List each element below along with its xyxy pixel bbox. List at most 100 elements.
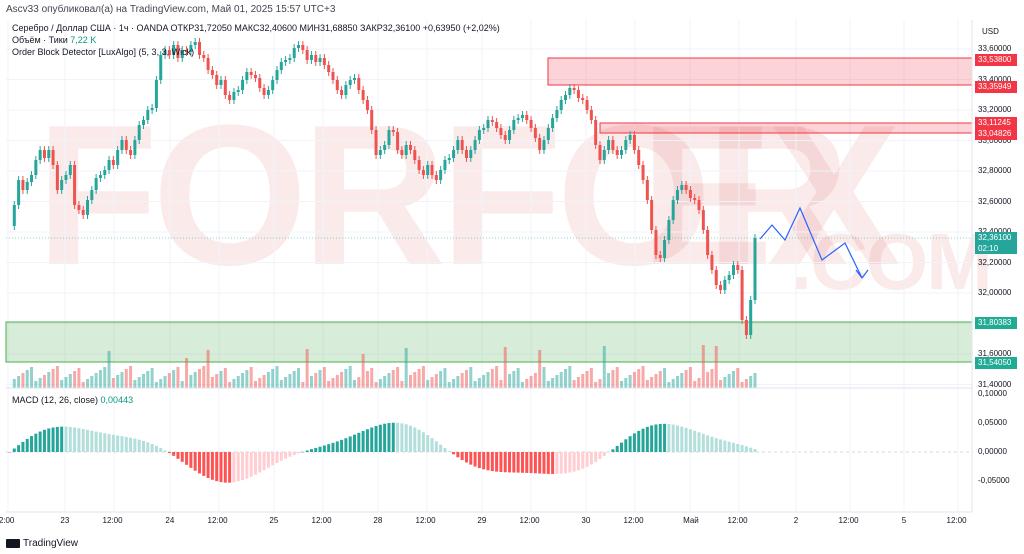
volume-bar bbox=[245, 370, 249, 388]
candle-body bbox=[202, 55, 206, 58]
candle-body bbox=[637, 150, 641, 165]
volume-bar bbox=[628, 375, 632, 388]
candle-body bbox=[452, 150, 456, 158]
candle-body bbox=[331, 72, 335, 80]
volume-bar bbox=[68, 374, 72, 388]
volume-bar bbox=[645, 380, 649, 388]
candle-body bbox=[51, 150, 55, 165]
macd-bar bbox=[426, 435, 430, 452]
candle-body bbox=[133, 140, 137, 155]
time-axis-tick: 12:00 bbox=[623, 516, 644, 525]
macd-bar bbox=[206, 452, 210, 479]
macd-bar bbox=[693, 430, 697, 452]
volume-bar bbox=[701, 345, 705, 388]
candle-body bbox=[206, 58, 210, 70]
volume-bar bbox=[133, 380, 137, 388]
candle-body bbox=[387, 130, 391, 145]
candle-body bbox=[650, 200, 654, 230]
volume-bar bbox=[258, 378, 262, 388]
candle-body bbox=[749, 300, 753, 335]
candle-body bbox=[477, 130, 481, 140]
volume-bar bbox=[736, 368, 740, 388]
macd-bar bbox=[439, 444, 443, 452]
candle-body bbox=[111, 160, 115, 165]
volume-bar bbox=[331, 378, 335, 388]
volume-bar bbox=[318, 370, 322, 388]
candle-body bbox=[86, 200, 90, 215]
volume-bar bbox=[697, 378, 701, 388]
candle-body bbox=[297, 45, 301, 48]
candle-body bbox=[159, 55, 163, 80]
candle-body bbox=[193, 42, 197, 45]
candle-body bbox=[34, 160, 38, 175]
macd-bar bbox=[47, 428, 51, 452]
macd-bar bbox=[469, 452, 473, 465]
volume-bar bbox=[749, 376, 753, 388]
volume-legend[interactable]: Объём · Тики 7,22 K bbox=[12, 35, 96, 45]
macd-bar bbox=[249, 452, 253, 477]
candle-body bbox=[353, 78, 357, 80]
macd-bar bbox=[525, 452, 529, 473]
candle-body bbox=[378, 150, 382, 155]
macd-bar bbox=[42, 429, 46, 452]
macd-bar bbox=[701, 433, 705, 452]
volume-bar bbox=[361, 354, 365, 388]
macd-bar bbox=[520, 452, 524, 473]
chart-canvas[interactable] bbox=[0, 0, 1024, 530]
price-tag: 33,53800 bbox=[975, 54, 1017, 66]
macd-legend[interactable]: MACD (12, 26, close) 0,00443 bbox=[12, 395, 133, 405]
price-axis-tick: 33,00000 bbox=[978, 135, 1012, 145]
macd-bar bbox=[667, 424, 671, 452]
macd-bar bbox=[723, 440, 727, 452]
volume-bar bbox=[219, 371, 223, 388]
macd-bar bbox=[512, 452, 516, 473]
macd-bar bbox=[73, 427, 77, 452]
volume-bar bbox=[684, 370, 688, 388]
candle-body bbox=[275, 70, 279, 80]
candle-body bbox=[223, 80, 227, 95]
candle-body bbox=[249, 72, 253, 75]
volume-bar bbox=[21, 373, 25, 388]
macd-bar bbox=[335, 441, 339, 452]
candle-body bbox=[215, 75, 219, 85]
candle-body bbox=[120, 140, 124, 150]
candle-body bbox=[607, 140, 611, 150]
currency-label[interactable]: USD bbox=[982, 27, 999, 36]
candle-body bbox=[17, 180, 21, 205]
time-axis-tick: 28 bbox=[373, 516, 383, 525]
volume-bar bbox=[572, 380, 576, 388]
macd-bar bbox=[688, 429, 692, 452]
candle-body bbox=[568, 88, 572, 95]
volume-bar bbox=[542, 367, 546, 388]
time-axis-tick: 12:00 bbox=[207, 516, 228, 525]
symbol-legend[interactable]: Серебро / Доллар США · 1ч · OANDA ОТКР31… bbox=[12, 23, 500, 33]
volume-bar bbox=[464, 370, 468, 388]
candle-body bbox=[180, 50, 184, 58]
volume-bar bbox=[111, 378, 115, 388]
volume-bar bbox=[348, 366, 352, 388]
volume-bar bbox=[654, 374, 658, 388]
macd-bar bbox=[473, 452, 477, 467]
macd-bar bbox=[529, 452, 533, 474]
candle-body bbox=[154, 80, 158, 108]
bearish-order-block-upper bbox=[547, 57, 973, 86]
bullish-order-block bbox=[5, 321, 973, 363]
candle-body bbox=[318, 58, 322, 62]
volume-bar bbox=[710, 369, 714, 388]
volume-bar bbox=[650, 377, 654, 388]
macd-bar bbox=[477, 452, 481, 469]
candlesticks bbox=[12, 38, 757, 339]
macd-bar bbox=[719, 439, 723, 452]
price-tag: 31,80383 bbox=[975, 317, 1017, 329]
macd-bar bbox=[383, 423, 387, 452]
candle-body bbox=[404, 145, 408, 155]
macd-bar bbox=[615, 445, 619, 452]
volume-bar bbox=[176, 367, 180, 388]
publish-caption: Ascv33 опубликовал(а) на TradingView.com… bbox=[6, 4, 336, 15]
candle-body bbox=[38, 150, 42, 160]
volume-bar bbox=[680, 373, 684, 388]
tradingview-footer[interactable]: TradingView bbox=[6, 538, 78, 549]
volume-bar bbox=[568, 366, 572, 388]
indicator-legend[interactable]: Order Block Detector [LuxAlgo] (5, 3, 3,… bbox=[12, 47, 195, 57]
candle-body bbox=[141, 120, 145, 125]
